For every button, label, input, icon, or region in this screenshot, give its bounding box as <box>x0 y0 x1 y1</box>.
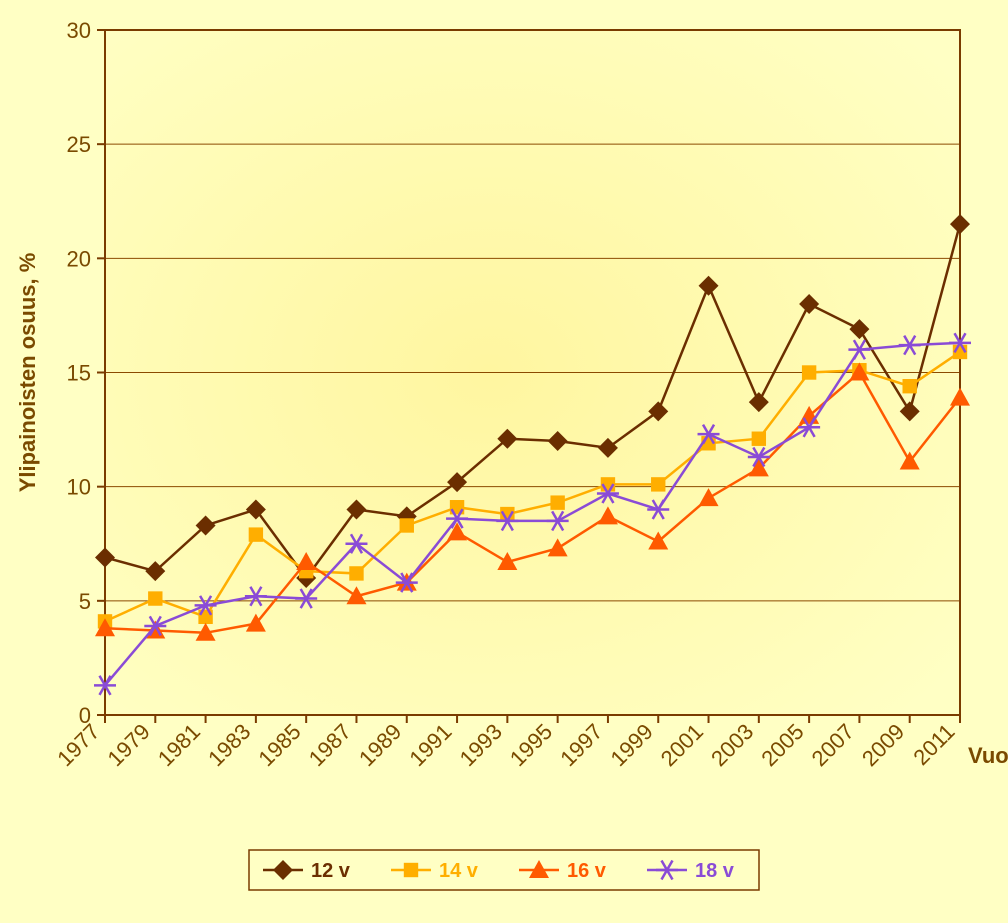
svg-text:12 v: 12 v <box>311 860 351 882</box>
line-chart: 0510152025301977197919811983198519871989… <box>0 0 1008 923</box>
svg-text:5: 5 <box>79 589 91 614</box>
svg-text:18 v: 18 v <box>695 860 735 882</box>
svg-text:25: 25 <box>67 132 91 157</box>
svg-text:Ylipainoisten osuus, %: Ylipainoisten osuus, % <box>15 253 40 493</box>
svg-text:10: 10 <box>67 475 91 500</box>
svg-text:16 v: 16 v <box>567 860 607 882</box>
svg-text:30: 30 <box>67 18 91 43</box>
svg-text:14 v: 14 v <box>439 860 479 882</box>
svg-text:15: 15 <box>67 361 91 386</box>
svg-text:Vuosi: Vuosi <box>968 743 1008 768</box>
svg-text:20: 20 <box>67 246 91 271</box>
